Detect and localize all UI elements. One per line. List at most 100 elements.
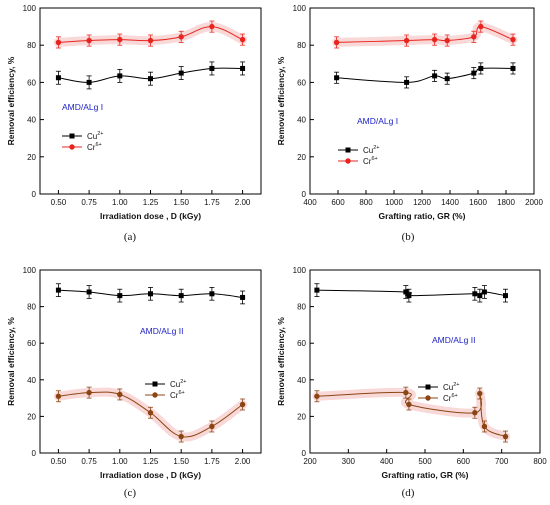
x-tick-label: 800 xyxy=(359,198,373,207)
data-point xyxy=(481,289,487,295)
legend-marker xyxy=(69,133,75,139)
data-point xyxy=(406,293,412,299)
x-tick-label: 1.00 xyxy=(112,457,128,466)
y-tick-label: 40 xyxy=(297,116,306,125)
y-axis-label: Removal efficiency, % xyxy=(6,317,16,406)
x-tick-label: 600 xyxy=(331,198,345,207)
legend-label: Cu2+ xyxy=(363,145,380,155)
x-tick-label: 1.75 xyxy=(204,457,220,466)
data-point xyxy=(510,36,516,43)
y-axis-label: Removal efficiency, % xyxy=(276,317,286,406)
chart-panel: 0 20 40 60 80 100 0.50 0.75 1.00 1.25 1.50 1.75 2.00… xyxy=(6,4,262,243)
x-tick-label: 0.50 xyxy=(51,198,67,207)
x-tick-label: 1600 xyxy=(469,198,487,207)
x-axis-label: Grafting ratio, GR (%) xyxy=(379,211,466,221)
x-tick-label: 300 xyxy=(342,457,356,466)
panel-title: AMD/ALg I xyxy=(357,116,398,126)
y-tick-label: 0 xyxy=(32,190,37,199)
y-tick-label: 80 xyxy=(297,303,306,312)
legend: Cu2+Cr6+ xyxy=(145,379,187,400)
y-tick-label: 60 xyxy=(27,339,36,348)
x-tick-label: 2000 xyxy=(525,198,543,207)
data-point xyxy=(55,75,61,81)
x-tick-label: 2.00 xyxy=(235,457,251,466)
data-point xyxy=(471,70,477,76)
series-line xyxy=(336,67,514,83)
y-tick-label: 60 xyxy=(27,78,36,87)
x-tick-label: 800 xyxy=(533,457,547,466)
legend-marker xyxy=(345,147,351,153)
data-point xyxy=(117,36,123,43)
data-point xyxy=(148,76,153,82)
legend: Cu2+Cr6+ xyxy=(418,382,460,403)
legend-label: Cu2+ xyxy=(87,131,104,141)
legend-marker xyxy=(69,144,75,150)
data-point xyxy=(86,389,92,396)
data-point xyxy=(431,36,438,43)
x-tick-label: 1.50 xyxy=(173,198,189,207)
data-point xyxy=(403,37,410,44)
data-point xyxy=(471,34,477,40)
y-tick-label: 20 xyxy=(297,153,306,162)
data-point xyxy=(178,70,184,76)
legend-marker xyxy=(345,158,351,164)
chart-panel: 0 20 40 60 80 100 200 300 400 500 600 700 800 Graftin… xyxy=(276,266,547,499)
data-point xyxy=(209,423,215,430)
x-tick-label: 2.00 xyxy=(235,198,251,207)
data-point xyxy=(209,65,215,71)
data-point xyxy=(239,36,246,43)
series-cu xyxy=(334,62,516,89)
panel-tag: (b) xyxy=(402,231,415,243)
data-point xyxy=(477,293,483,299)
data-point xyxy=(117,391,123,398)
data-point xyxy=(117,293,123,299)
panel-tag: (d) xyxy=(402,487,415,499)
data-point xyxy=(147,37,154,44)
y-tick-label: 0 xyxy=(32,449,37,458)
x-axis-label: Grafting ratio, GR (%) xyxy=(382,470,469,480)
data-point xyxy=(403,289,409,295)
panel-tag: (c) xyxy=(124,487,137,499)
y-tick-label: 80 xyxy=(297,41,306,50)
panel-tag: (a) xyxy=(124,231,137,243)
data-point xyxy=(432,73,438,79)
data-point xyxy=(240,294,246,300)
y-tick-label: 40 xyxy=(27,376,36,385)
x-tick-label: 1000 xyxy=(385,198,403,207)
data-point xyxy=(334,75,340,81)
data-point xyxy=(478,23,484,30)
y-axis-label: Removal efficiency, % xyxy=(276,56,286,145)
x-tick-label: 400 xyxy=(380,457,394,466)
legend-marker xyxy=(152,381,158,387)
data-point xyxy=(55,39,62,46)
y-tick-label: 40 xyxy=(27,116,36,125)
data-point xyxy=(148,291,153,297)
data-point xyxy=(239,401,246,408)
x-tick-label: 1400 xyxy=(441,198,459,207)
legend-label: Cu2+ xyxy=(170,379,187,389)
data-point xyxy=(444,76,450,82)
legend-marker xyxy=(425,395,431,401)
data-point xyxy=(55,287,61,293)
data-point xyxy=(209,291,215,297)
legend-marker xyxy=(425,384,431,390)
data-point xyxy=(55,393,62,399)
x-tick-label: 600 xyxy=(457,457,471,466)
x-tick-label: 0.75 xyxy=(81,198,97,207)
y-tick-label: 100 xyxy=(293,266,307,275)
data-point xyxy=(117,73,123,79)
legend-label: Cu2+ xyxy=(443,382,460,392)
data-point xyxy=(503,293,508,299)
panel-title: AMD/ALg II xyxy=(140,326,183,336)
x-axis-label: Irradiation dose , D (kGy) xyxy=(100,211,201,221)
data-point xyxy=(314,393,320,399)
legend-label: Cr6+ xyxy=(87,142,102,152)
x-tick-label: 0.75 xyxy=(81,457,97,466)
series-cr xyxy=(312,386,510,443)
series-cr xyxy=(53,386,248,443)
y-tick-label: 80 xyxy=(27,303,36,312)
data-point xyxy=(406,401,412,408)
chart-panel: 0 20 40 60 80 100 400 600 800 1000 1200 1400 1600 180… xyxy=(276,4,543,243)
y-axis-label: Removal efficiency, % xyxy=(6,56,16,145)
